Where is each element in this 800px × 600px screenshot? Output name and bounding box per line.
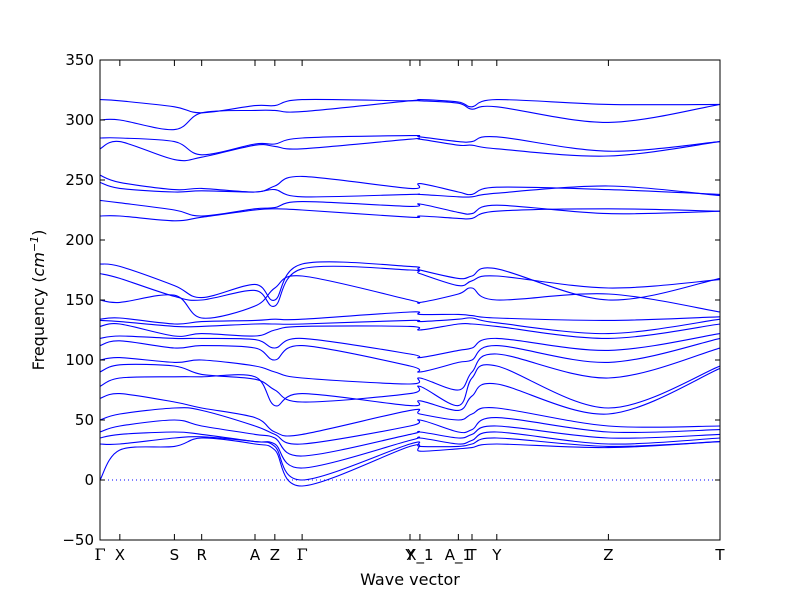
band-line-22 [100, 419, 720, 457]
band-line-18 [100, 363, 720, 409]
x-axis-ticks: Γ X S R A Z Γ YX_1 A_1T Y Z T [94, 60, 725, 565]
band-line-8 [100, 208, 720, 222]
band-line-2 [100, 99, 720, 131]
y-axis-unit-exponent: −1 [28, 236, 41, 252]
y-tick-label: 0 [84, 471, 94, 489]
band-line-1 [100, 98, 720, 114]
x-tick-label-5: A [250, 546, 261, 564]
x-tick-label-9: X_1 [406, 546, 433, 565]
band-line-20 [100, 393, 720, 437]
band-line-19 [100, 367, 720, 415]
y-tick-label: 350 [65, 51, 94, 69]
y-tick-label: 200 [65, 231, 94, 249]
y-tick-label: 250 [65, 171, 94, 189]
x-tick-label-14: T [714, 546, 725, 564]
y-tick-label: 100 [65, 351, 94, 369]
band-line-25 [100, 437, 720, 487]
band-line-23 [100, 431, 720, 469]
band-line-12 [100, 311, 720, 325]
band-line-7 [100, 199, 720, 217]
band-line-4 [100, 137, 720, 162]
band-line-11 [100, 275, 720, 319]
x-tick-label-7: Γ [297, 545, 308, 564]
bands-layer [100, 98, 720, 487]
band-line-14 [100, 322, 720, 339]
band-line-21 [100, 407, 720, 445]
x-tick-label-8: Y [404, 546, 415, 564]
band-line-3 [100, 135, 720, 156]
band-line-17 [100, 347, 720, 391]
band-line-13 [100, 317, 720, 335]
x-tick-label-10: A_1 [445, 546, 472, 565]
band-line-15 [100, 333, 720, 359]
band-line-16 [100, 337, 720, 373]
x-tick-label-2: X [115, 546, 125, 564]
x-tick-label-6: Z [270, 546, 280, 564]
band-line-6 [100, 181, 720, 198]
y-tick-label: 300 [65, 111, 94, 129]
band-line-5 [100, 174, 720, 196]
y-tick-label: 50 [75, 411, 94, 429]
band-line-9 [100, 261, 720, 301]
y-axis-label: Frequency (cm−1) [28, 230, 48, 371]
x-tick-label-4: R [196, 546, 206, 564]
x-tick-label-3: S [170, 546, 180, 564]
y-axis-ticks: −50 0 50 100 150 200 250 300 350 [62, 51, 720, 549]
x-axis-label: Wave vector [360, 570, 460, 589]
x-tick-label-1: Γ [94, 545, 105, 564]
x-tick-label-11: T [466, 546, 477, 564]
y-tick-label: 150 [65, 291, 94, 309]
y-tick-label: −50 [62, 531, 94, 549]
x-tick-label-12: Y [491, 546, 502, 564]
y-axis-unit: cm [29, 252, 48, 276]
band-line-10 [100, 265, 720, 307]
band-line-24 [100, 436, 720, 481]
x-tick-label-13: Z [603, 546, 613, 564]
